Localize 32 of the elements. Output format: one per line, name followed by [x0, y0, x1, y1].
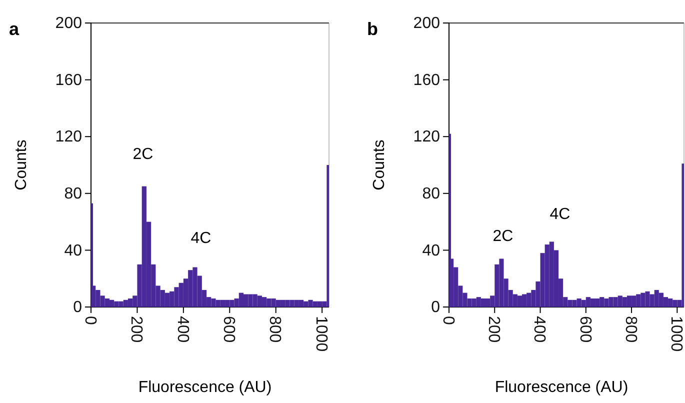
y-tick-label: 200 [413, 15, 440, 32]
x-tick-label: 0 [81, 316, 98, 325]
x-tick-label: 0 [439, 316, 456, 325]
chart-title: a [9, 19, 20, 39]
x-tick-label: 800 [266, 316, 284, 343]
y-axis-title: Counts [371, 140, 388, 190]
y-tick-label: 40 [64, 242, 82, 260]
y-axis-title: Counts [13, 140, 30, 190]
x-tick-label: 600 [220, 316, 238, 343]
chart-title: b [367, 19, 378, 39]
y-tick-label: 80 [422, 186, 440, 203]
y-tick-label: 120 [413, 128, 440, 146]
y-tick-label: 40 [422, 242, 440, 260]
x-axis-title: Fluorescence (AU) [138, 379, 272, 396]
x-tick-label: 200 [485, 316, 502, 343]
y-tick-label: 120 [55, 128, 82, 146]
x-tick-label: 200 [128, 316, 145, 343]
annotation: 4C [550, 206, 570, 223]
y-tick-label: 200 [55, 15, 82, 32]
y-tick-label: 80 [64, 186, 82, 203]
x-tick-label: 400 [174, 316, 191, 343]
annotation: 2C [132, 146, 154, 163]
x-axis-title: Fluorescence (AU) [494, 379, 628, 396]
annotation: 2C [492, 228, 514, 245]
x-tick-label: 600 [576, 316, 594, 343]
x-tick-label: 400 [530, 316, 548, 343]
x-tick-label: 1000 [668, 316, 685, 352]
y-tick-label: 160 [413, 72, 440, 89]
x-tick-label: 1000 [312, 316, 330, 352]
x-tick-label: 800 [622, 316, 639, 343]
annotation: 4C [190, 230, 212, 247]
y-tick-label: 160 [55, 72, 82, 89]
